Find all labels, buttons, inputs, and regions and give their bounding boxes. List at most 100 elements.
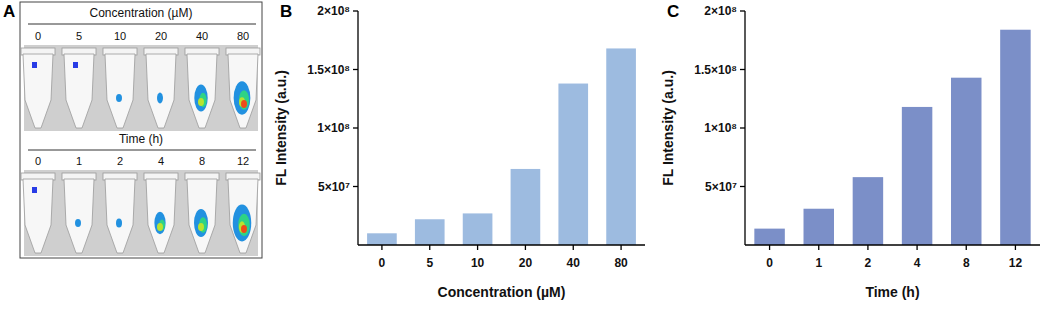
- x-axis: [358, 244, 645, 245]
- x-tick: [429, 245, 430, 250]
- bar-chart: B 5×10⁷ 1×10⁸ 1.5×10⁸ 2×10⁸ 0 5 10 20 40 80 Concent…: [273, 2, 645, 300]
- bar: [415, 219, 445, 245]
- y-tick-label: 2×10⁸: [317, 4, 350, 18]
- tube-label: 12: [237, 155, 249, 167]
- tube-label: 80: [237, 30, 249, 42]
- photo-background: [24, 170, 258, 256]
- y-tick-label: 1.5×10⁸: [694, 63, 737, 77]
- tube-label: 4: [158, 155, 164, 167]
- panel-label: C: [667, 2, 679, 21]
- panel-a: AConcentration (µM)0510204080Time (h)012…: [3, 2, 262, 258]
- x-tick-label: 4: [914, 256, 921, 270]
- x-tick: [867, 245, 868, 250]
- x-axis: [745, 244, 1040, 245]
- tube-label: 0: [35, 30, 41, 42]
- tube-label: 1: [76, 155, 82, 167]
- y-tick: [740, 186, 745, 187]
- y-tick: [740, 69, 745, 70]
- y-tick-label: 1×10⁸: [704, 121, 737, 135]
- y-tick: [740, 127, 745, 128]
- bar: [1000, 30, 1030, 245]
- x-tick-label: 0: [766, 256, 773, 270]
- tube: [105, 54, 135, 128]
- x-tick: [916, 245, 917, 250]
- heat-spot: [198, 223, 204, 231]
- bar: [463, 213, 493, 245]
- x-tick: [477, 245, 478, 250]
- x-tick: [818, 245, 819, 250]
- x-tick-label: 8: [963, 256, 970, 270]
- heat-spot: [233, 205, 251, 242]
- y-tick-label: 5×10⁷: [705, 180, 737, 194]
- y-tick-label: 1×10⁸: [317, 121, 350, 135]
- x-tick: [381, 245, 382, 250]
- panel-label: B: [280, 2, 292, 21]
- tube: [187, 54, 217, 128]
- tube-label: 0: [35, 155, 41, 167]
- tube: [146, 54, 176, 128]
- y-tick: [353, 127, 358, 128]
- y-tick: [353, 186, 358, 187]
- heat-spot: [198, 98, 204, 106]
- heat-spot: [32, 187, 37, 193]
- x-tick-label: 10: [471, 256, 485, 270]
- x-axis-title: Concentration (µM): [438, 284, 566, 300]
- tube: [228, 54, 258, 128]
- tube-label: 10: [114, 30, 126, 42]
- tube: [228, 179, 258, 253]
- row-title: Time (h): [119, 132, 163, 146]
- x-tick-label: 0: [379, 256, 386, 270]
- tube-label: 8: [199, 155, 205, 167]
- bar: [853, 177, 883, 245]
- x-tick-label: 1: [815, 256, 822, 270]
- bar: [606, 48, 636, 245]
- panel-frame: [20, 2, 262, 258]
- x-tick: [966, 245, 967, 250]
- tube-label: 40: [196, 30, 208, 42]
- row-rule: [28, 24, 256, 25]
- tube-label: 2: [117, 155, 123, 167]
- y-tick-label: 5×10⁷: [318, 180, 350, 194]
- x-tick-label: 5: [426, 256, 433, 270]
- row-rule: [28, 150, 256, 151]
- x-tick: [769, 245, 770, 250]
- y-tick: [353, 10, 358, 11]
- y-axis-title: FL Intensity (a.u.): [660, 70, 676, 186]
- y-tick-label: 1.5×10⁸: [307, 63, 350, 77]
- tube: [23, 54, 53, 128]
- heat-spot: [116, 94, 122, 102]
- x-tick-label: 12: [1009, 256, 1023, 270]
- tube: [187, 179, 217, 253]
- photo-background: [24, 45, 258, 131]
- x-tick: [620, 245, 621, 250]
- heat-spot: [238, 214, 250, 237]
- heat-spot: [194, 209, 208, 237]
- heat-spot: [73, 62, 78, 68]
- x-tick: [573, 245, 574, 250]
- tube-label: 20: [155, 30, 167, 42]
- bar: [367, 233, 397, 245]
- tube: [64, 179, 94, 253]
- bar: [804, 209, 834, 245]
- heat-spot: [241, 225, 247, 233]
- heat-spot: [194, 85, 207, 112]
- y-tick: [740, 10, 745, 11]
- tube: [146, 179, 176, 253]
- x-tick: [1015, 245, 1016, 250]
- bar: [754, 229, 784, 245]
- x-tick-label: 20: [519, 256, 533, 270]
- heat-spot: [75, 219, 81, 227]
- bars: [367, 48, 636, 245]
- x-tick: [525, 245, 526, 250]
- x-tick-label: 80: [614, 256, 628, 270]
- heat-spot: [234, 81, 251, 114]
- y-tick-label: 2×10⁸: [704, 4, 737, 18]
- x-axis-title: Time (h): [865, 284, 919, 300]
- panel-label: A: [3, 2, 15, 21]
- heat-spot: [116, 218, 122, 227]
- heat-spot: [241, 100, 247, 108]
- tube: [23, 179, 53, 253]
- x-tick-label: 40: [567, 256, 581, 270]
- bar: [511, 169, 541, 245]
- y-tick: [353, 69, 358, 70]
